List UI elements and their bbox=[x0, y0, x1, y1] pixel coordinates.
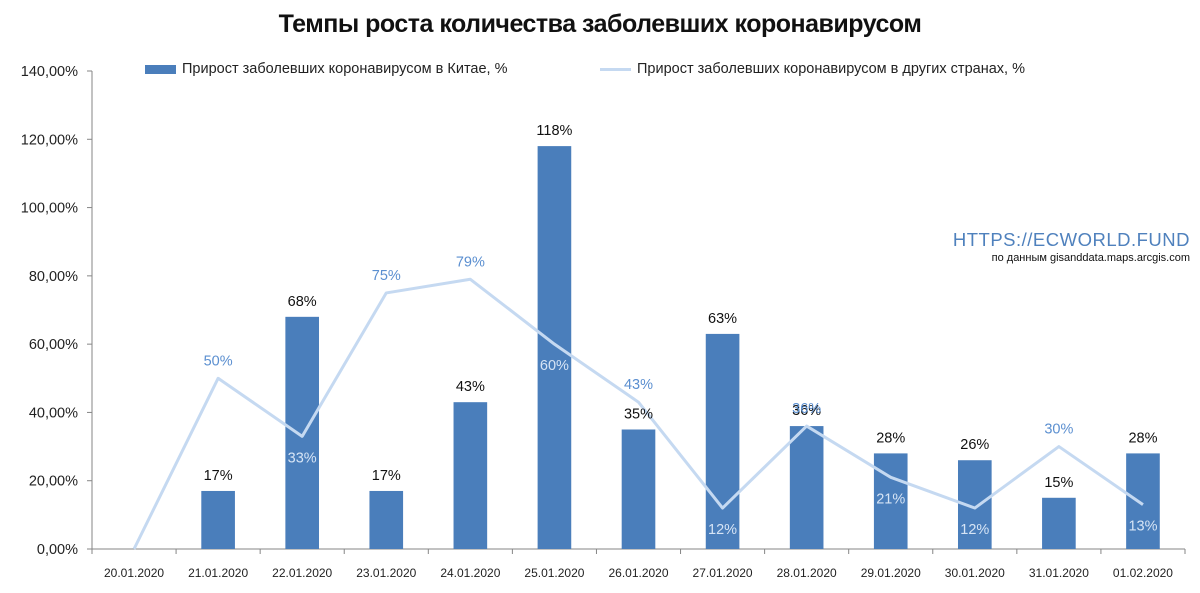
line-data-label: 21% bbox=[876, 491, 905, 507]
bar bbox=[1042, 497, 1076, 549]
bar-data-label: 17% bbox=[204, 468, 233, 484]
x-tick-label: 27.01.2020 bbox=[693, 566, 753, 580]
x-tick-label: 20.01.2020 bbox=[104, 566, 164, 580]
line-data-label: 79% bbox=[456, 254, 485, 270]
bar bbox=[789, 426, 824, 549]
line-data-label: 13% bbox=[1128, 519, 1157, 535]
bar-data-label: 36% bbox=[792, 403, 821, 419]
y-tick-label: 100,00% bbox=[21, 201, 78, 217]
y-tick-label: 140,00% bbox=[21, 64, 78, 80]
legend-item-china: Прирост заболевших коронавирусом в Китае… bbox=[145, 61, 508, 77]
bar-data-label: 26% bbox=[960, 437, 989, 453]
line-data-label: 33% bbox=[288, 450, 317, 466]
y-tick-label: 40,00% bbox=[29, 405, 78, 421]
bar bbox=[453, 402, 488, 549]
line-data-label: 50% bbox=[204, 353, 233, 369]
bar-data-label: 28% bbox=[876, 430, 905, 446]
bar-data-label: 63% bbox=[708, 311, 737, 327]
watermark-source: по данным gisanddata.maps.arcgis.com bbox=[991, 252, 1190, 264]
line-data-label: 75% bbox=[372, 268, 401, 284]
bar bbox=[369, 490, 404, 549]
bar-data-label: 17% bbox=[372, 468, 401, 484]
x-tick-label: 22.01.2020 bbox=[272, 566, 332, 580]
bar bbox=[705, 333, 740, 549]
x-tick-label: 01.02.2020 bbox=[1113, 566, 1173, 580]
x-tick-label: 23.01.2020 bbox=[356, 566, 416, 580]
y-tick-label: 80,00% bbox=[29, 269, 78, 285]
bar-data-label: 118% bbox=[536, 123, 572, 139]
bar-data-label: 68% bbox=[288, 294, 317, 310]
bar-data-label: 35% bbox=[624, 407, 653, 423]
line-data-label: 60% bbox=[540, 358, 569, 374]
x-tick-label: 24.01.2020 bbox=[440, 566, 500, 580]
legend-label-china: Прирост заболевших коронавирусом в Китае… bbox=[182, 61, 508, 77]
line-data-label: 43% bbox=[624, 377, 653, 393]
watermark: HTTPS://ECWORLD.FUND по данным gisanddat… bbox=[953, 229, 1190, 264]
line-data-label: 12% bbox=[960, 522, 989, 538]
chart-title: Темпы роста количества заболевших корона… bbox=[278, 10, 922, 38]
bar-data-label: 15% bbox=[1044, 475, 1073, 491]
line-data-label: 12% bbox=[708, 522, 737, 538]
y-tick-label: 20,00% bbox=[29, 474, 78, 490]
x-tick-label: 26.01.2020 bbox=[608, 566, 668, 580]
bar bbox=[285, 316, 320, 549]
x-tick-label: 31.01.2020 bbox=[1029, 566, 1089, 580]
bar bbox=[1126, 453, 1160, 549]
x-tick-label: 25.01.2020 bbox=[524, 566, 584, 580]
bar bbox=[201, 490, 235, 549]
y-tick-label: 0,00% bbox=[37, 542, 78, 558]
bar bbox=[537, 146, 572, 549]
legend-swatch-line bbox=[600, 67, 631, 71]
legend-swatch-bar bbox=[145, 64, 176, 74]
bar bbox=[621, 429, 656, 549]
x-tick-label: 21.01.2020 bbox=[188, 566, 248, 580]
line-data-label: 30% bbox=[1044, 422, 1073, 438]
bar-data-label: 43% bbox=[456, 379, 485, 395]
x-tick-label: 28.01.2020 bbox=[777, 566, 837, 580]
line-series-other-countries bbox=[132, 277, 1144, 550]
legend-item-other-countries: Прирост заболевших коронавирусом в други… bbox=[600, 61, 1025, 77]
legend-label-other-countries: Прирост заболевших коронавирусом в други… bbox=[637, 61, 1025, 77]
line-data-label: 36% bbox=[792, 401, 821, 417]
x-tick-label: 30.01.2020 bbox=[945, 566, 1005, 580]
y-tick-label: 120,00% bbox=[21, 132, 78, 148]
x-tick-label: 29.01.2020 bbox=[861, 566, 921, 580]
watermark-url: HTTPS://ECWORLD.FUND bbox=[952, 229, 1190, 250]
bar-data-label: 28% bbox=[1128, 430, 1157, 446]
y-tick-label: 60,00% bbox=[29, 337, 78, 353]
